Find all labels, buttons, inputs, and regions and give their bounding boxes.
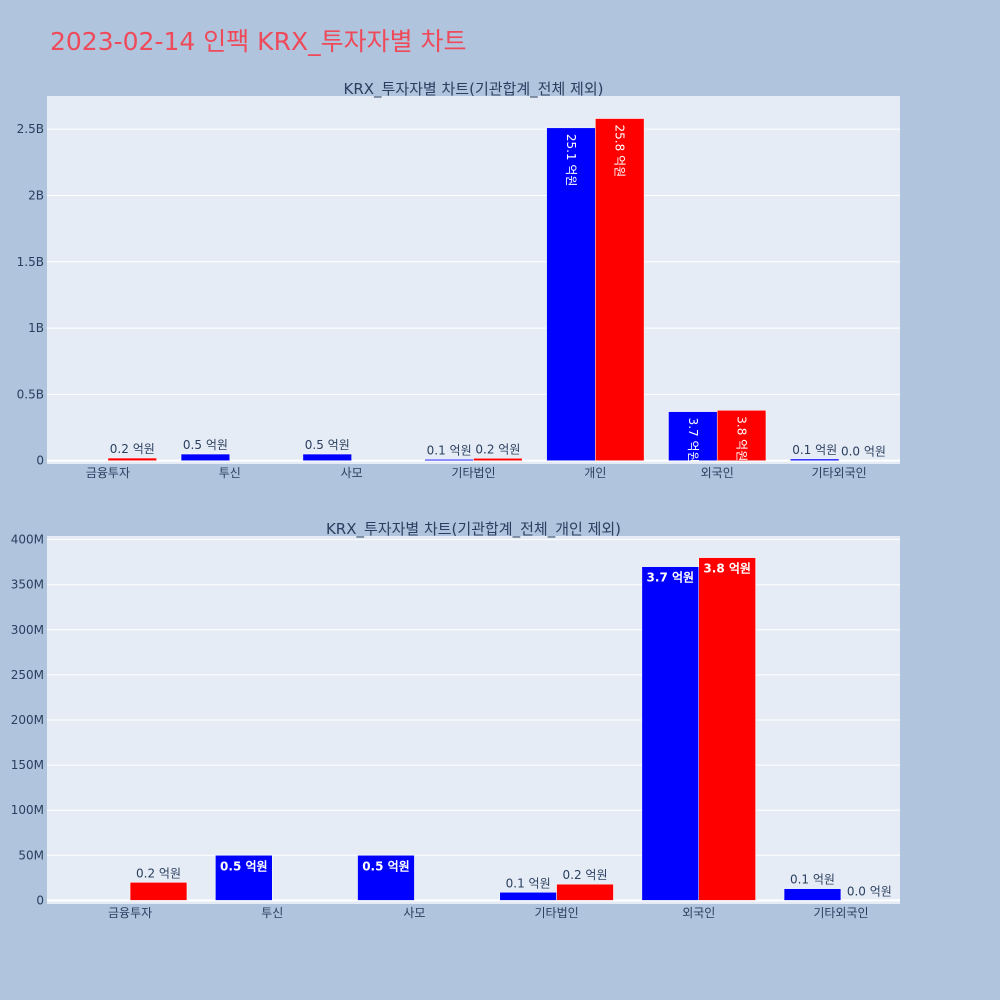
y-tick-label: 50M — [18, 848, 44, 862]
y-tick-label: 250M — [11, 668, 44, 682]
y-tick-label: 1B — [28, 321, 44, 335]
x-tick-label: 기타외국인 — [811, 466, 866, 480]
data-label: 0.0 억원 — [841, 445, 886, 459]
bar — [641, 566, 700, 901]
data-label: 0.1 억원 — [506, 876, 551, 890]
bar — [473, 458, 523, 461]
x-tick-label: 금융투자 — [86, 466, 130, 480]
y-tick-label: 150M — [11, 758, 44, 772]
y-tick-label: 0 — [36, 893, 44, 907]
x-tick-label: 사모 — [403, 906, 425, 920]
bar — [129, 882, 188, 901]
chart-1: 0 0.5B 1B 1.5B 2B 2.5B KRX_투자자별 차트(기관합계_전체 제외)… — [17, 80, 900, 480]
plot-area — [47, 96, 900, 464]
x-tick-label: 외국인 — [682, 906, 715, 920]
y-tick-label: 100M — [11, 803, 44, 817]
chart-title: KRX_투자자별 차트(기관합계_전체_개인 제외) — [326, 520, 621, 539]
y-tick-label: 400M — [11, 533, 44, 547]
y-tick-label: 350M — [11, 578, 44, 592]
bar — [424, 459, 474, 461]
bar — [783, 888, 842, 901]
data-label: 0.0 억원 — [847, 884, 892, 898]
data-label: 0.1 억원 — [790, 873, 835, 887]
y-tick-label: 2B — [28, 188, 44, 202]
data-label: 0.5 억원 — [183, 438, 228, 452]
x-tick-label: 기타외국인 — [813, 906, 868, 920]
data-label: 3.8 억원 — [735, 416, 749, 461]
x-tick-label: 개인 — [584, 466, 606, 480]
data-label: 0.1 억원 — [427, 443, 472, 457]
data-label: 0.2 억원 — [136, 866, 181, 880]
bar — [499, 892, 557, 901]
page-title: 2023-02-14 인팩 KRX_투자자별 차트 — [50, 27, 467, 56]
data-label: 0.2 억원 — [110, 442, 155, 456]
y-tick-label: 0.5B — [17, 387, 44, 401]
x-tick-label: 금융투자 — [108, 906, 152, 920]
y-tick-label: 0 — [36, 454, 44, 468]
y-tick-label: 300M — [11, 623, 44, 637]
data-label: 0.5 억원 — [362, 859, 410, 873]
data-label: 25.8 억원 — [613, 125, 627, 178]
chart-2: 0 50M 100M 150M 200M 250M 300M 350M 400M KRX_투자자별… — [11, 520, 900, 920]
x-tick-label: 투신 — [219, 466, 241, 480]
data-label: 0.2 억원 — [475, 442, 520, 456]
data-label: 3.8 억원 — [703, 562, 751, 576]
y-tick-label: 1.5B — [17, 255, 44, 269]
bar — [595, 118, 645, 461]
data-label: 0.1 억원 — [792, 443, 837, 457]
x-tick-label: 외국인 — [701, 466, 734, 480]
data-label: 0.5 억원 — [305, 438, 350, 452]
bar — [302, 453, 352, 461]
x-tick-label: 사모 — [341, 466, 363, 480]
x-tick-label: 기타법인 — [451, 466, 495, 480]
bar — [107, 457, 157, 461]
bar — [180, 453, 231, 461]
data-label: 3.7 억원 — [686, 418, 700, 463]
data-label: 0.2 억원 — [563, 868, 608, 882]
bar — [215, 855, 273, 901]
y-tick-label: 200M — [11, 713, 44, 727]
bar — [556, 883, 614, 901]
bar — [716, 410, 767, 461]
y-tick-label: 2.5B — [17, 122, 44, 136]
bar — [790, 458, 840, 461]
chart-title: KRX_투자자별 차트(기관합계_전체 제외) — [344, 80, 604, 99]
x-tick-label: 투신 — [261, 906, 283, 920]
bar — [698, 557, 756, 901]
bar — [668, 411, 718, 461]
bar — [357, 855, 415, 901]
data-label: 3.7 억원 — [647, 571, 695, 585]
data-label: 0.5 억원 — [220, 859, 268, 873]
data-label: 25.1 억원 — [564, 134, 578, 187]
x-tick-label: 기타법인 — [534, 906, 578, 920]
